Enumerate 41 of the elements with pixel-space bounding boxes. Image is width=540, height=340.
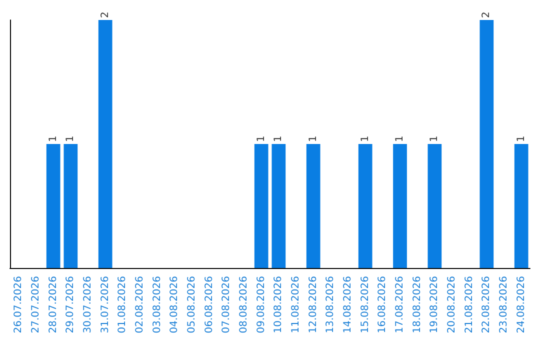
x-tick-label: 28.07.2026 (48, 276, 59, 334)
data-label: 1 (308, 136, 319, 142)
data-label: 1 (360, 136, 371, 142)
data-label: 1 (429, 136, 440, 142)
x-tick-label: 17.08.2026 (394, 276, 406, 334)
data-label: 2 (100, 12, 111, 18)
data-label: 1 (394, 136, 406, 142)
x-tick-label: 04.08.2026 (169, 276, 180, 334)
x-tick-label: 29.07.2026 (65, 276, 76, 334)
data-label: 1 (256, 136, 267, 142)
x-tick-label: 15.08.2026 (360, 276, 371, 334)
data-label: 1 (516, 136, 527, 142)
x-tick-label: 10.08.2026 (273, 276, 284, 334)
x-tick-label: 06.08.2026 (204, 276, 215, 334)
x-tick-label: 22.08.2026 (481, 276, 492, 334)
x-tick-label: 11.08.2026 (290, 276, 302, 334)
data-label: 1 (273, 136, 284, 142)
x-tick-label: 14.08.2026 (342, 276, 354, 334)
x-tick-label: 27.07.2026 (30, 276, 42, 334)
x-tick-label: 21.08.2026 (464, 276, 475, 334)
x-tick-label: 18.08.2026 (412, 276, 423, 334)
x-tick-label: 09.08.2026 (256, 276, 267, 334)
x-tick-label: 20.08.2026 (446, 276, 458, 334)
x-tick-label: 23.08.2026 (498, 276, 510, 334)
x-tick-label: 08.08.2026 (238, 276, 250, 334)
data-label: 1 (48, 136, 59, 142)
x-tick-label: 16.08.2026 (377, 276, 388, 334)
data-label: 1 (65, 136, 76, 142)
x-tick-label: 05.08.2026 (186, 276, 198, 334)
x-tick-label: 26.07.2026 (13, 276, 24, 334)
x-tick-label: 12.08.2026 (308, 276, 319, 334)
x-tick-label: 03.08.2026 (152, 276, 163, 334)
x-tick-label: 07.08.2026 (221, 276, 232, 334)
x-tick-label: 30.07.2026 (82, 276, 94, 334)
data-label: 2 (481, 12, 492, 18)
x-tick-label: 02.08.2026 (134, 276, 146, 334)
x-tick-label: 31.07.2026 (100, 276, 111, 334)
x-tick-label: 24.08.2026 (516, 276, 527, 334)
x-tick-label: 19.08.2026 (429, 276, 440, 334)
x-tick-label: 01.08.2026 (117, 276, 128, 334)
x-tick-label: 13.08.2026 (325, 276, 336, 334)
